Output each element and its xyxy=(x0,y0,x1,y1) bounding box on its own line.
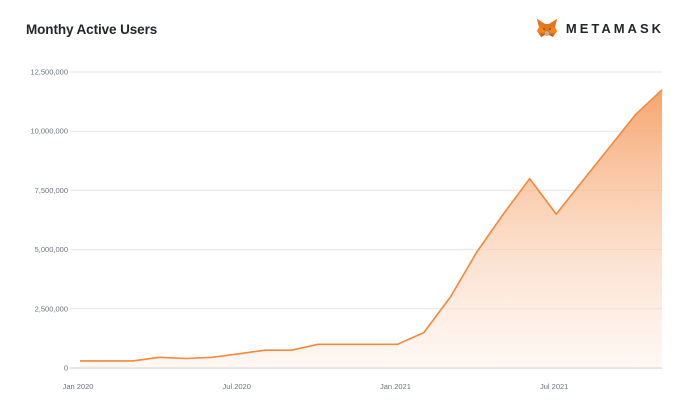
y-tick-label: 2,500,000 xyxy=(35,304,68,313)
x-tick-label: Jan 2020 xyxy=(63,382,94,391)
chart-title: Monthy Active Users xyxy=(26,22,158,37)
y-axis-ticks: 0 2,500,000 5,000,000 7,500,000 10,000,000 12… xyxy=(30,68,68,373)
y-tick-label: 12,500,000 xyxy=(30,68,68,77)
brand-name: METAMASK xyxy=(565,20,664,36)
x-tick-label: Jul 2020 xyxy=(223,382,251,391)
y-tick-label: 7,500,000 xyxy=(35,186,68,195)
x-tick-label: Jul 2021 xyxy=(540,382,568,391)
x-axis-ticks: Jan 2020 Jul 2020 Jan 2021 Jul 2021 xyxy=(63,382,569,391)
fox-icon xyxy=(536,19,557,37)
y-tick-label: 10,000,000 xyxy=(30,127,68,136)
y-tick-label: 5,000,000 xyxy=(35,245,68,254)
series-line xyxy=(80,89,663,362)
x-tick-label: Jan 2021 xyxy=(380,382,411,391)
metamask-brand: METAMASK xyxy=(536,18,664,38)
area-fill xyxy=(80,89,662,369)
y-tick-label: 0 xyxy=(64,364,68,373)
